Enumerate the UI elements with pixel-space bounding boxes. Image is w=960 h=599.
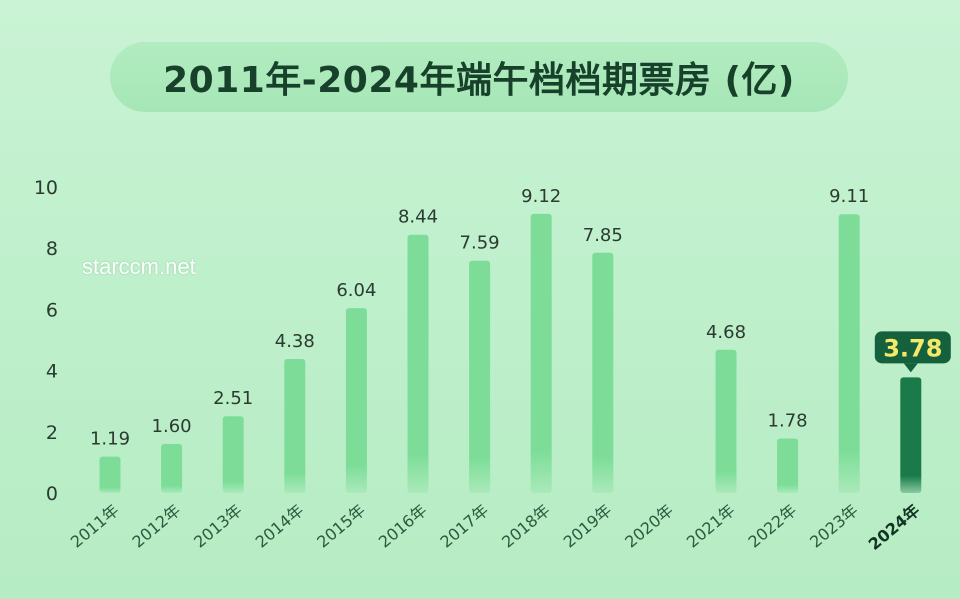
watermark-text: starccm.net [82,254,196,279]
bar [592,252,614,493]
y-tick-label: 6 [46,299,58,321]
x-tick-label: 2024年 [865,501,924,554]
x-tick-label: 2022年 [744,501,800,552]
value-label: 9.11 [829,186,869,207]
x-tick-label: 2021年 [683,501,739,552]
value-label: 4.68 [706,322,746,343]
value-label: 6.04 [336,280,376,301]
value-label: 7.59 [460,233,500,254]
y-tick-label: 10 [34,177,58,199]
value-label: 7.85 [583,225,623,246]
value-callout [874,331,951,364]
y-tick-label: 0 [46,483,58,505]
value-label: 1.60 [152,416,192,437]
bar [284,358,306,493]
y-tick-label: 4 [46,361,58,383]
x-tick-label: 2013年 [190,501,246,552]
x-tick-label: 2019年 [560,501,616,552]
chart-title: 2011年-2024年端午档档期票房 (亿) [163,60,795,101]
value-label: 3.78 [883,334,942,362]
bar [469,260,491,493]
y-tick-label: 2 [46,422,58,444]
value-label: 9.12 [521,186,561,207]
bar [345,308,367,493]
value-label: 4.38 [275,331,315,352]
x-tick-label: 2014年 [252,501,308,552]
x-tick-label: 2016年 [375,501,431,552]
x-tick-label: 2015年 [313,501,369,552]
value-label: 1.19 [90,429,130,450]
x-tick-label: 2011年 [67,501,123,552]
x-tick-label: 2012年 [128,501,184,552]
callout-pointer [903,363,918,373]
value-label: 8.44 [398,207,438,228]
bar [407,234,429,493]
x-tick-label: 2018年 [498,501,554,552]
bar [99,456,121,493]
x-tick-label: 2017年 [436,501,492,552]
value-label: 1.78 [768,411,808,432]
bar [838,214,860,493]
title-banner: 2011年-2024年端午档档期票房 (亿) [110,42,848,112]
bar [530,213,552,494]
y-tick-label: 8 [46,238,58,260]
x-tick-label: 2023年 [806,501,862,552]
x-tick-label: 2020年 [621,501,677,552]
bar [900,377,922,493]
bar [715,349,737,493]
bar [222,416,244,493]
bar [161,444,183,493]
value-label: 2.51 [213,388,253,409]
bar [777,438,799,493]
